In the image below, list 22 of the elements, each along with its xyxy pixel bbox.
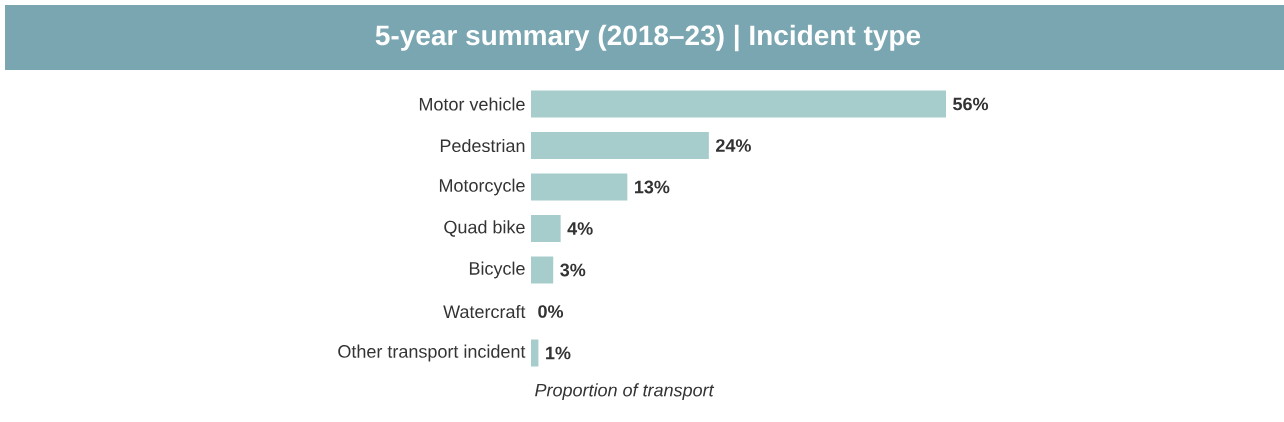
y-tick-label: Watercraft: [443, 304, 526, 319]
data-label: 24%: [716, 139, 751, 152]
y-tick-label: Bicycle: [469, 261, 525, 279]
bar: [531, 215, 561, 242]
y-tick-label: Motor vehicle: [419, 97, 525, 111]
bar: [531, 339, 539, 367]
data-label: 56%: [953, 97, 989, 111]
y-tick-label: Other transport incident: [338, 344, 526, 362]
bar: [531, 256, 554, 284]
x-axis-title: Proportion of transport: [535, 383, 715, 401]
y-tick-label: Motorcycle: [439, 178, 525, 196]
data-label: 3%: [560, 263, 586, 277]
bar: [531, 173, 628, 201]
data-label: 1%: [546, 346, 571, 360]
y-tick-label: Pedestrian: [440, 138, 525, 153]
data-label: 13%: [635, 180, 670, 194]
chart-title: 5-year summary (2018–23) | Incident type: [375, 24, 921, 52]
data-label: 0%: [538, 305, 564, 318]
y-tick-label: Quad bike: [444, 220, 525, 237]
bar: [531, 132, 709, 159]
bar: [531, 90, 946, 118]
data-label: 4%: [567, 222, 593, 235]
